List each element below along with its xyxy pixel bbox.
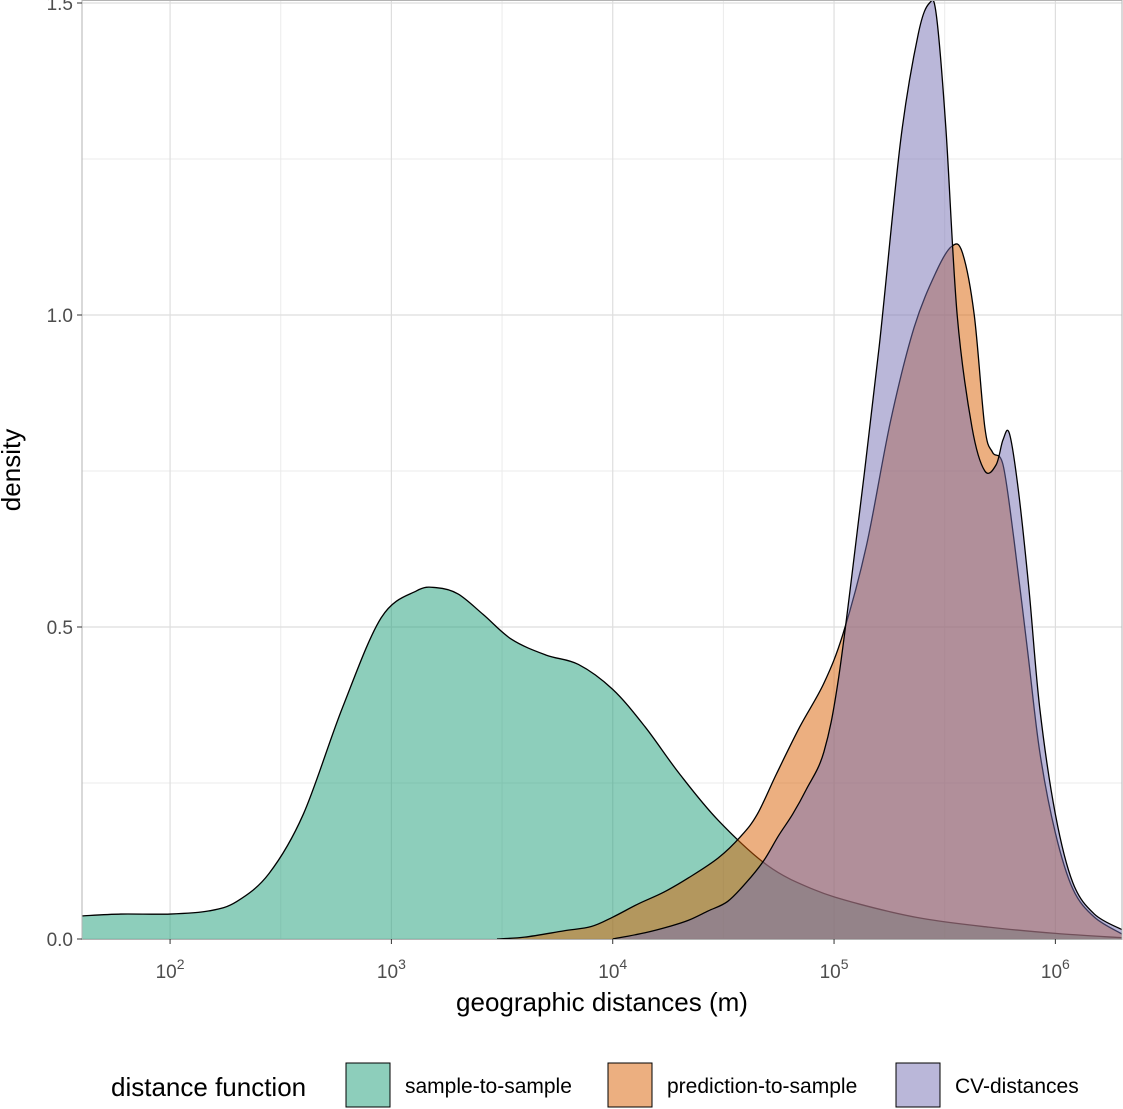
x-tick-label: 106	[1041, 956, 1070, 983]
x-tick-label: 104	[598, 956, 627, 983]
x-tick-label: 103	[377, 956, 406, 983]
legend-key-cv-distances	[896, 1063, 940, 1107]
legend-key-sample-to-sample	[346, 1063, 390, 1107]
legend-key-prediction-to-sample	[608, 1063, 652, 1107]
x-tick-label: 105	[820, 956, 849, 983]
legend-label-cv-distances: CV-distances	[955, 1075, 1079, 1098]
x-axis-title: geographic distances (m)	[456, 987, 748, 1017]
series-layer	[82, 0, 1122, 939]
y-tick-label: 1.0	[47, 306, 73, 327]
y-tick-label: 0.5	[47, 618, 73, 639]
legend-title: distance function	[111, 1072, 306, 1102]
y-axis-title: density	[0, 429, 26, 511]
legend-label-prediction-to-sample: prediction-to-sample	[667, 1075, 857, 1098]
legend-label-sample-to-sample: sample-to-sample	[405, 1075, 572, 1098]
y-tick-label: 0.0	[47, 930, 73, 951]
x-tick-label: 102	[156, 956, 185, 983]
y-tick-label: 1.5	[47, 0, 73, 15]
legend: distance function sample-to-sample predi…	[111, 1063, 1079, 1107]
